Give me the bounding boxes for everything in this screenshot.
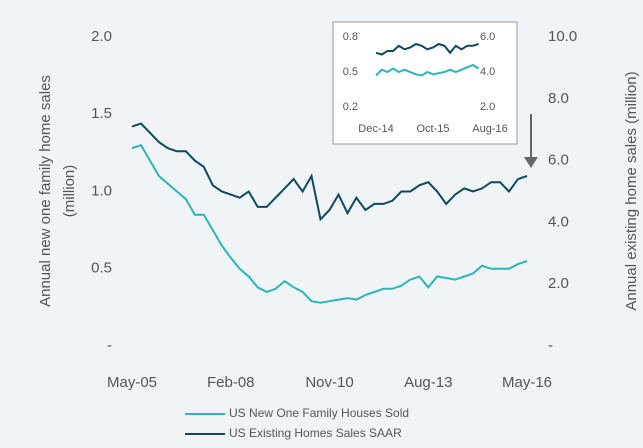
y2-tick-label: 4.0: [480, 66, 495, 78]
y-tick-label: 0.5: [91, 260, 112, 277]
x-tick-label: Oct-15: [416, 123, 449, 135]
x-tick-label: Feb-08: [207, 374, 255, 391]
y2-tick-label: 2.0: [548, 275, 569, 292]
y-tick-label: 0.8: [343, 31, 358, 43]
series-line: [375, 63, 480, 77]
y2-tick-label: 6.0: [480, 31, 495, 43]
series-line: [131, 143, 528, 304]
y2-tick-label: 8.0: [548, 90, 569, 107]
legend-label: US Existing Homes Sales SAAR: [229, 426, 402, 440]
x-tick-label: Dec-14: [358, 123, 393, 135]
legend-label: US New One Family Houses Sold: [229, 406, 409, 420]
y2-axis-label: Annual existing home sales (million): [623, 71, 640, 310]
inset-frame: [332, 21, 518, 145]
y-tick-label: 1.5: [91, 105, 112, 122]
y-tick-label: 1.0: [91, 182, 112, 199]
y-tick-label: 0.5: [343, 66, 358, 78]
y2-tick-label: -: [548, 337, 553, 354]
x-tick-label: May-05: [107, 374, 157, 391]
y2-tick-label: 6.0: [548, 152, 569, 169]
series-line: [131, 122, 528, 222]
x-tick-label: May-16: [502, 374, 552, 391]
series-line: [375, 42, 479, 56]
y-tick-label: 0.2: [343, 101, 358, 113]
y2-tick-label: 4.0: [548, 213, 569, 230]
y-axis-label: Annual new one family home sales: [37, 75, 54, 307]
y2-tick-label: 10.0: [548, 28, 577, 45]
y2-tick-label: 2.0: [480, 101, 495, 113]
x-tick-label: Nov-10: [305, 374, 353, 391]
x-tick-label: Aug-13: [404, 374, 452, 391]
y-tick-label: 2.0: [91, 28, 112, 45]
y-tick-label: -: [107, 337, 112, 354]
x-tick-label: Aug-16: [472, 123, 507, 135]
y-axis-label: (million): [61, 165, 78, 218]
annotation-arrowhead: [524, 157, 538, 168]
